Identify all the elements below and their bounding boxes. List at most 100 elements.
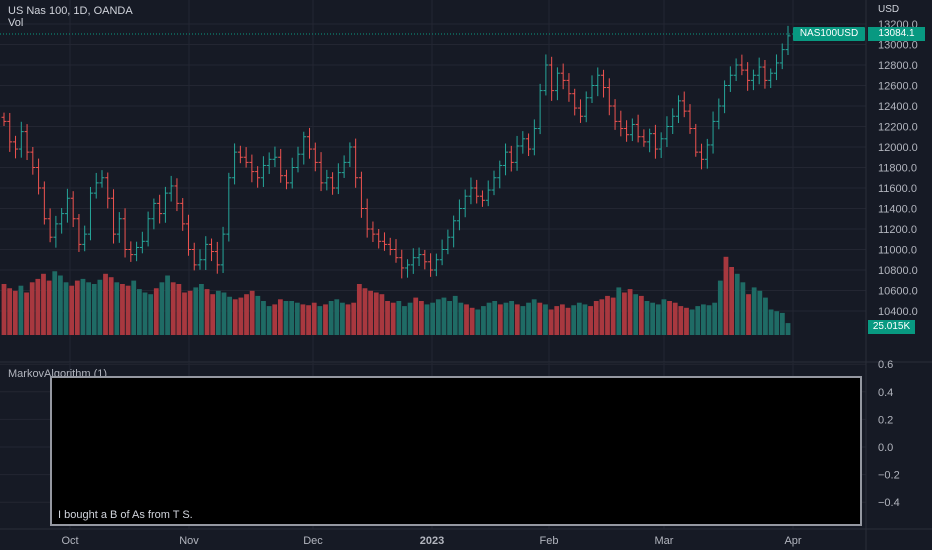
price-candle <box>214 241 220 274</box>
volume-bar <box>588 306 593 335</box>
volume-bar <box>458 302 464 335</box>
price-candle <box>739 54 745 76</box>
volume-label[interactable]: Vol <box>8 17 24 29</box>
volume-bar <box>475 309 481 335</box>
price-candle <box>503 143 509 176</box>
volume-bar <box>373 292 379 335</box>
price-candle <box>531 119 537 156</box>
volume-bar <box>103 273 108 335</box>
price-candle <box>358 171 364 218</box>
price-candle <box>445 229 451 255</box>
volume-bar <box>125 285 131 335</box>
volume-bar <box>266 306 272 335</box>
price-candle <box>301 131 307 165</box>
indicator-axis[interactable]: 0.6 0.4 0.2 0.0 −0.2 −0.4 <box>878 359 900 509</box>
volume-bar <box>294 302 300 335</box>
indicator-tick-label: −0.2 <box>878 470 900 482</box>
volume-bar <box>63 282 69 335</box>
time-tick-label: Dec <box>303 535 323 547</box>
volume-bar <box>650 302 656 335</box>
price-candle <box>560 63 566 90</box>
price-candle <box>428 253 434 277</box>
volume-bar <box>627 289 633 335</box>
volume-bar <box>351 302 357 335</box>
price-tick-label: 11600.0 <box>878 183 917 195</box>
price-candle <box>36 158 42 195</box>
price-bars <box>1 25 791 279</box>
volume-bar <box>97 279 103 335</box>
price-candle <box>526 133 532 157</box>
time-axis[interactable]: Oct Nov Dec 2023 Feb Mar Apr <box>61 535 801 547</box>
volume-bar <box>12 290 18 335</box>
price-candle <box>347 142 353 167</box>
volume-bar <box>430 302 436 335</box>
volume-bar <box>695 306 701 335</box>
volume-bar <box>238 297 244 335</box>
volume-bar <box>328 301 334 335</box>
indicator-output-text: I bought a B of As from T S. <box>58 509 193 521</box>
volume-bar <box>526 302 531 335</box>
volume-bar <box>593 301 599 335</box>
volume-bar <box>317 306 323 335</box>
price-candle <box>318 152 324 192</box>
price-candle <box>353 138 359 188</box>
price-candle <box>122 208 128 258</box>
volume-bar <box>492 301 498 335</box>
price-candle <box>341 155 347 178</box>
time-tick-label: Apr <box>784 535 801 547</box>
price-candle <box>768 68 774 88</box>
price-tick-label: 11400.0 <box>878 204 917 216</box>
volume-bar <box>187 290 193 335</box>
price-axis[interactable]: 10400.0 10600.0 10800.0 11000.0 11200.0 11400… <box>878 19 918 318</box>
volume-bar <box>244 294 249 335</box>
volume-bar <box>379 294 385 335</box>
price-candle <box>116 212 122 243</box>
volume-bar <box>204 289 210 335</box>
volume-bar <box>622 292 627 335</box>
volume-bar <box>402 306 407 335</box>
price-candle <box>520 131 526 154</box>
volume-bar <box>227 296 233 335</box>
volume-bar <box>221 292 227 335</box>
volume-bar <box>751 287 757 335</box>
volume-bar <box>390 302 396 335</box>
price-candle <box>572 88 578 116</box>
volume-bar <box>684 307 689 335</box>
price-candle <box>1 112 7 126</box>
price-candle <box>762 59 768 89</box>
volume-bar <box>785 323 791 335</box>
volume-bar <box>678 306 684 335</box>
price-candle <box>18 121 24 158</box>
volume-bar <box>548 309 554 335</box>
volume-bar <box>700 304 706 335</box>
price-candle <box>687 104 693 134</box>
price-candle <box>514 135 520 171</box>
volume-bar <box>582 304 588 335</box>
volume-bar <box>52 271 58 335</box>
volume-bar <box>497 304 503 335</box>
indicator-tick-label: 0.2 <box>878 414 893 426</box>
price-candle <box>191 242 197 271</box>
volume-bar <box>120 284 125 335</box>
volume-bar <box>334 299 340 335</box>
price-candle <box>433 253 439 277</box>
volume-bar <box>661 299 667 335</box>
price-candle <box>595 67 601 97</box>
price-candle <box>439 239 445 266</box>
volume-bar <box>215 290 221 335</box>
volume-bar <box>537 302 543 335</box>
price-candle <box>479 190 485 207</box>
volume-bar <box>779 312 785 335</box>
volume-bar <box>255 295 261 335</box>
price-candle <box>756 57 762 85</box>
price-candle <box>307 127 313 159</box>
volume-bar <box>283 301 289 335</box>
symbol-title[interactable]: US Nas 100, 1D, OANDA <box>8 5 133 17</box>
price-candle <box>87 186 93 241</box>
price-candle <box>162 186 168 223</box>
volume-bar <box>655 304 661 335</box>
price-tick-label: 12400.0 <box>878 101 918 113</box>
price-candle <box>30 147 36 175</box>
volume-bar <box>29 282 35 335</box>
volume-bar <box>306 305 311 335</box>
